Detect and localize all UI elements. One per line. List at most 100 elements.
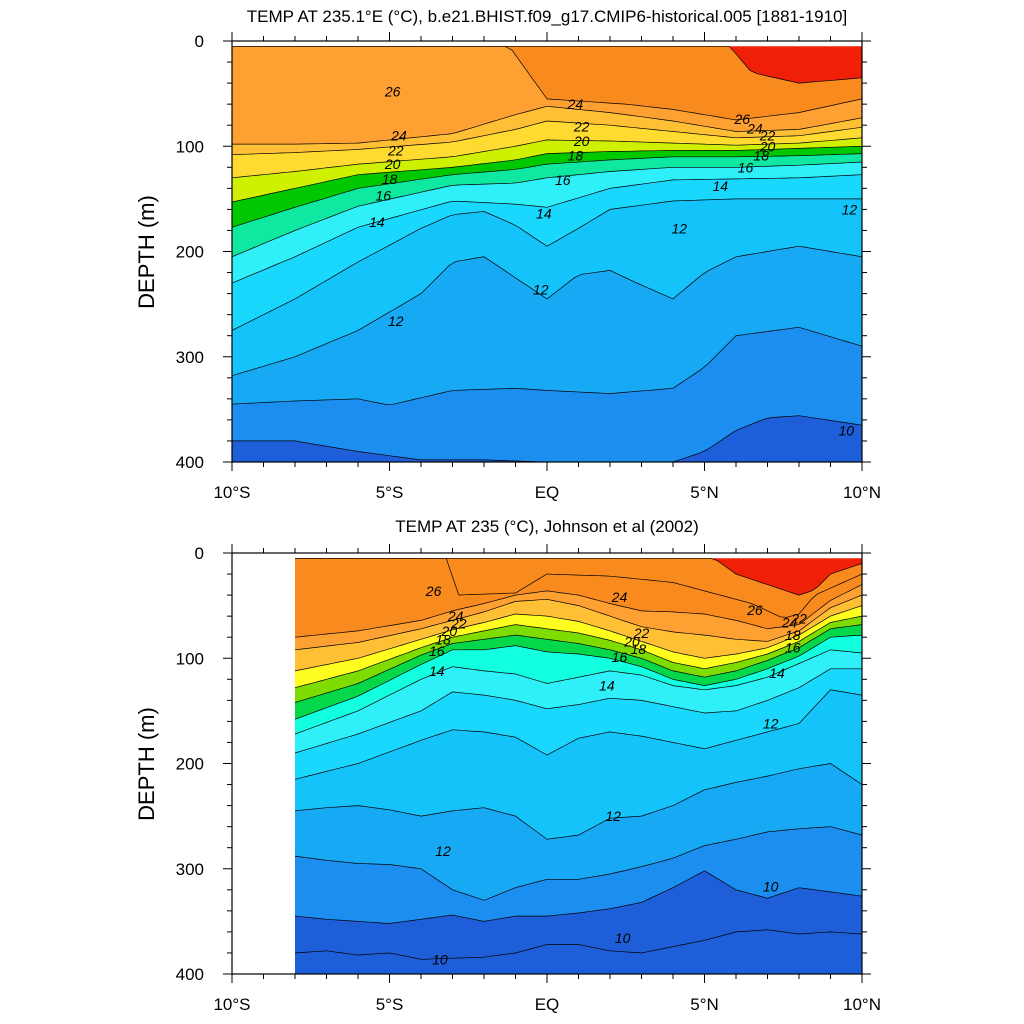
contour-label: 16 <box>738 159 754 175</box>
y-tick-label: 200 <box>176 243 204 262</box>
axes: 10°S 5°S EQ 5°N 10°N 0 100 200 300 400 <box>176 544 881 1014</box>
y-tick-label: 0 <box>195 32 204 51</box>
isotherm-line <box>232 145 862 203</box>
contour-label: 12 <box>842 201 858 217</box>
isotherm-line <box>232 45 862 121</box>
contour-label: 22 <box>573 118 590 134</box>
isotherm-line <box>232 174 862 284</box>
axes: 10°S 5°S EQ 5°N 10°N 0 100 200 300 400 <box>176 32 881 502</box>
panel-top: TEMP AT 235.1°E (°C), b.e21.BHIST.f09_g1… <box>134 7 881 502</box>
isotherm-line <box>294 929 862 960</box>
y-tick-label: 400 <box>176 453 204 472</box>
contour-label: 12 <box>388 313 404 329</box>
contour-label: 10 <box>615 930 631 946</box>
contour-label: 18 <box>785 627 801 643</box>
chart-title: TEMP AT 235.1°E (°C), b.e21.BHIST.f09_g1… <box>247 7 847 26</box>
chart-title: TEMP AT 235 (°C), Johnson et al (2002) <box>395 517 699 536</box>
isotherm-line <box>232 137 862 179</box>
contour-label: 18 <box>568 148 584 164</box>
plot-area <box>295 558 862 974</box>
x-tick-label: 10°N <box>843 995 881 1014</box>
contour-label: 24 <box>746 120 763 136</box>
contour-label: 22 <box>790 610 807 626</box>
contour-label: 18 <box>382 171 398 187</box>
contour-label: 12 <box>605 808 621 824</box>
isotherm-lines <box>294 557 862 960</box>
contour-label: 18 <box>435 631 451 647</box>
contour-label: 14 <box>769 665 785 681</box>
isotherm-line <box>232 153 862 228</box>
x-tick-label: 10°N <box>843 483 881 502</box>
contour-label: 26 <box>384 84 401 100</box>
contour-label: 20 <box>623 633 640 649</box>
contour-label: 10 <box>763 879 779 895</box>
contour-label: 20 <box>384 156 401 172</box>
x-tick-label: 5°N <box>690 995 719 1014</box>
fill-band <box>232 415 862 462</box>
contour-label: 20 <box>573 133 590 149</box>
y-tick-label: 0 <box>195 544 204 563</box>
contour-label: 16 <box>429 643 445 659</box>
x-tick-label: 10°S <box>213 995 250 1014</box>
isotherm-line <box>232 198 862 331</box>
contour-label: 14 <box>369 214 385 230</box>
y-axis-label: DEPTH (m) <box>134 707 159 821</box>
isotherm-line <box>294 615 862 689</box>
x-tick-label: 5°S <box>376 995 404 1014</box>
contour-label: 26 <box>746 602 763 618</box>
isotherm-line <box>294 668 862 754</box>
contour-label: 18 <box>631 641 647 657</box>
contour-label: 22 <box>450 616 467 632</box>
isotherm-line <box>232 105 862 145</box>
contour-label: 12 <box>435 843 451 859</box>
contour-label: 12 <box>533 281 549 297</box>
contour-label: 20 <box>441 623 458 639</box>
contour-label: 16 <box>555 172 571 188</box>
y-tick-label: 200 <box>176 755 204 774</box>
contour-label: 22 <box>387 142 404 158</box>
isotherm-lines <box>232 45 862 462</box>
isotherm-line <box>232 161 862 258</box>
contour-label: 16 <box>785 640 801 656</box>
y-tick-label: 100 <box>176 649 204 668</box>
isotherm-line <box>294 870 862 924</box>
contour-label: 24 <box>781 614 798 630</box>
isotherm-line <box>294 605 862 672</box>
contour-label: 10 <box>838 422 854 438</box>
contour-label: 24 <box>567 96 584 112</box>
fill-band <box>232 327 862 462</box>
x-tick-label: EQ <box>535 995 560 1014</box>
isotherm-line <box>294 594 862 651</box>
contour-label: 26 <box>734 111 751 127</box>
contour-label: 26 <box>425 583 442 599</box>
y-tick-label: 300 <box>176 860 204 879</box>
y-tick-label: 400 <box>176 965 204 984</box>
isotherm-line <box>232 120 862 156</box>
contour-label: 22 <box>633 625 650 641</box>
isotherm-line <box>294 826 862 901</box>
isotherm-line <box>294 624 862 703</box>
contour-label: 24 <box>390 128 407 144</box>
contour-label: 18 <box>753 148 769 164</box>
contour-label: 14 <box>429 663 445 679</box>
isotherm-line <box>232 415 862 462</box>
isotherm-line <box>294 649 862 735</box>
panel-bottom: TEMP AT 235 (°C), Johnson et al (2002) 2… <box>134 517 881 1014</box>
contour-labels: 26 24262422242220222018181816161614141412… <box>425 583 807 967</box>
isotherm-line <box>294 689 862 780</box>
contour-label: 16 <box>375 188 391 204</box>
isotherm-line <box>232 245 862 377</box>
isotherm-line <box>294 584 862 638</box>
contour-label: 16 <box>612 649 628 665</box>
isotherm-line <box>294 763 862 840</box>
contour-label: 14 <box>599 678 615 694</box>
contour-label: 14 <box>712 178 728 194</box>
contour-label: 20 <box>759 138 776 154</box>
isotherm-line <box>232 326 862 405</box>
contour-label: 14 <box>536 206 552 222</box>
contour-label: 12 <box>763 716 779 732</box>
x-tick-label: 5°S <box>376 483 404 502</box>
y-tick-label: 100 <box>176 137 204 156</box>
